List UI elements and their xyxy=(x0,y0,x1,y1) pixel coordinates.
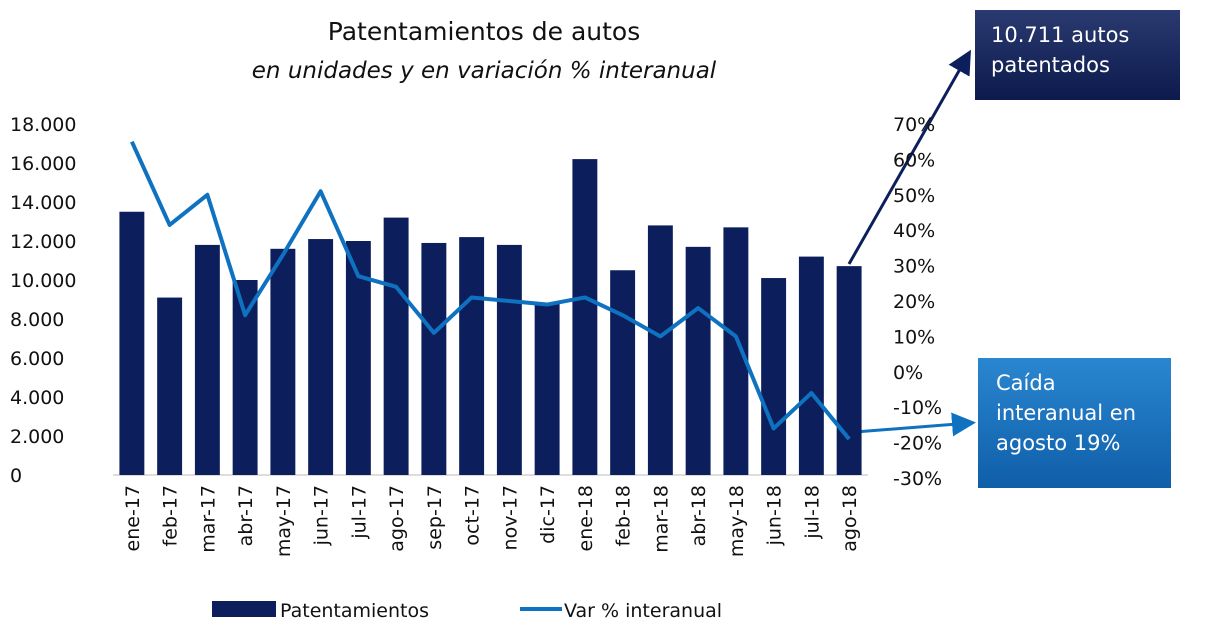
x-tick-label: oct-17 xyxy=(462,485,484,546)
x-tick-label: abr-18 xyxy=(688,485,710,546)
y-tick-label: 10.000 xyxy=(10,270,76,292)
bar xyxy=(572,159,598,475)
x-tick-label: ago-17 xyxy=(386,485,408,552)
chart-subtitle: en unidades y en variación % interanual xyxy=(252,58,717,84)
chart-title: Patentamientos de autos xyxy=(328,17,641,46)
y-tick-label: 18.000 xyxy=(10,114,76,136)
bar xyxy=(383,217,409,475)
bar xyxy=(534,303,560,475)
x-tick-label: ago-18 xyxy=(839,485,861,552)
y2-tick-label: 50% xyxy=(893,185,935,207)
y2-tick-label: 40% xyxy=(893,220,935,242)
y2-tick-label: 30% xyxy=(893,256,935,278)
x-tick-label: jul-18 xyxy=(801,485,823,540)
legend-label: Var % interanual xyxy=(564,600,722,622)
arrow xyxy=(854,412,976,437)
y-tick-label: 0 xyxy=(10,465,22,487)
line xyxy=(130,140,851,441)
x-tick-label: mar-17 xyxy=(197,485,219,553)
x-tick-label: may-17 xyxy=(273,485,295,557)
x-tick-label: ene-17 xyxy=(122,485,144,551)
bar xyxy=(685,246,711,475)
x-tick-label: sep-17 xyxy=(424,485,446,550)
y2-tick-label: 70% xyxy=(893,114,935,136)
arrow xyxy=(847,49,971,265)
legend-swatch xyxy=(212,601,276,617)
bar xyxy=(119,211,145,475)
bar xyxy=(496,244,522,475)
x-tick-label: mar-18 xyxy=(650,485,672,553)
x-tick-label: feb-17 xyxy=(160,485,182,546)
x-tick-label: abr-17 xyxy=(235,485,257,546)
y-tick-label: 2.000 xyxy=(10,426,64,448)
bar xyxy=(761,278,787,475)
y2-tick-label: -30% xyxy=(893,468,942,490)
y2-tick-label: 0% xyxy=(893,362,923,384)
bar xyxy=(836,266,862,475)
x-tick-label: jun-18 xyxy=(764,485,786,546)
bar xyxy=(308,239,334,475)
bar xyxy=(610,270,636,475)
x-tick-label: feb-18 xyxy=(613,485,635,546)
y-tick-label: 6.000 xyxy=(10,348,64,370)
x-tick-label: nov-17 xyxy=(499,485,521,550)
x-tick-label: dic-17 xyxy=(537,485,559,544)
y2-tick-label: -20% xyxy=(893,433,942,455)
bar xyxy=(157,297,183,475)
x-tick-label: ene-18 xyxy=(575,485,597,551)
bar xyxy=(421,242,447,475)
x-tick-label: jul-17 xyxy=(348,485,370,540)
y-tick-label: 4.000 xyxy=(10,387,64,409)
y2-tick-label: 60% xyxy=(893,149,935,171)
bar xyxy=(270,248,296,475)
annotation: 10.711 autos patentados xyxy=(975,10,1180,100)
y-tick-label: 12.000 xyxy=(10,231,76,253)
y-tick-label: 16.000 xyxy=(10,153,76,175)
bar xyxy=(798,256,824,475)
annotation: Caída interanual en agosto 19% xyxy=(978,358,1171,488)
bar xyxy=(459,237,485,475)
y-tick-label: 14.000 xyxy=(10,192,76,214)
y2-tick-label: 20% xyxy=(893,291,935,313)
legend-label: Patentamientos xyxy=(280,600,429,622)
y2-tick-label: -10% xyxy=(893,397,942,419)
x-tick-label: may-18 xyxy=(726,485,748,557)
y-tick-label: 8.000 xyxy=(10,309,64,331)
x-tick-label: jun-17 xyxy=(311,485,333,546)
y2-tick-label: 10% xyxy=(893,326,935,348)
bar xyxy=(647,225,673,475)
bar xyxy=(194,244,220,475)
bar xyxy=(723,227,749,475)
